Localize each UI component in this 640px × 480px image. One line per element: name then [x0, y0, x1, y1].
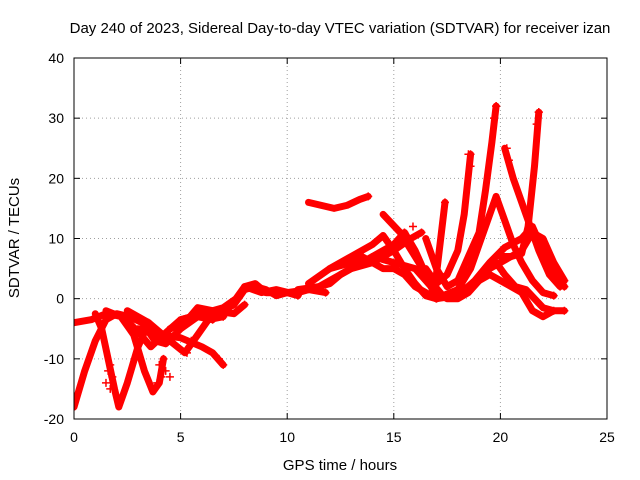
series-arc-18	[422, 102, 500, 291]
scatter-point	[106, 360, 115, 369]
scatter-point	[504, 156, 513, 165]
scatter-point	[104, 366, 113, 375]
chart-title: Day 240 of 2023, Sidereal Day-to-day VTE…	[70, 20, 611, 37]
scatter-point	[490, 114, 499, 123]
x-tick-label: 20	[493, 429, 509, 445]
x-tick-label: 10	[279, 429, 295, 445]
series-arc-21	[496, 108, 543, 260]
series-arc-14	[326, 232, 440, 303]
y-tick-label: 0	[56, 291, 64, 307]
y-tick-label: 10	[48, 231, 64, 247]
scatter-point	[464, 150, 473, 159]
scatter-point	[161, 366, 170, 375]
scatter-point	[502, 144, 511, 153]
series-end-marker	[364, 192, 373, 201]
x-tick-label: 5	[177, 429, 185, 445]
scatter-point	[155, 360, 164, 369]
series-end-marker	[549, 291, 558, 300]
y-tick-label: 40	[48, 50, 64, 66]
x-axis-title: GPS time / hours	[283, 457, 397, 474]
series-arc-24	[501, 144, 564, 291]
scatter-point	[106, 384, 115, 393]
series-end-marker	[560, 306, 569, 315]
y-axis-title: SDTVAR / TECUs	[6, 178, 23, 298]
scatter-point	[187, 336, 196, 345]
plot-area	[74, 102, 569, 411]
plot-frame	[73, 57, 608, 420]
series-end-marker	[219, 360, 228, 369]
series-end-marker	[240, 300, 249, 309]
scatter-point	[108, 372, 117, 381]
scatter-point	[400, 228, 409, 237]
series-arc-22	[428, 198, 449, 300]
series-arc-20	[432, 271, 568, 321]
y-tick-labels: -20 -10 0 10 20 30 40	[44, 50, 64, 427]
y-tick-label: -10	[44, 351, 64, 367]
x-tick-label: 25	[599, 429, 615, 445]
scatter-point	[165, 372, 174, 381]
y-tick-label: 30	[48, 110, 64, 126]
y-tick-label: -20	[44, 411, 64, 427]
series-arc-23	[492, 259, 558, 315]
x-tick-label: 0	[70, 429, 78, 445]
scatter-point	[153, 378, 162, 387]
y-tick-label: 20	[48, 170, 64, 186]
x-tick-label: 15	[386, 429, 402, 445]
x-tick-labels: 0 5 10 15 20 25	[70, 429, 615, 445]
scatter-point	[408, 222, 417, 231]
series-end-marker	[440, 198, 449, 207]
series-end-marker	[560, 276, 569, 285]
series-end-marker	[159, 354, 168, 363]
series-end-marker	[549, 306, 558, 315]
scatter-point	[532, 120, 541, 129]
scatter-point	[214, 354, 223, 363]
series-arc-15	[305, 192, 372, 212]
series-end-marker	[556, 282, 565, 291]
scatter-point	[101, 378, 110, 387]
scatter-point	[157, 372, 166, 381]
scatter-point	[492, 102, 501, 111]
series-end-marker	[417, 228, 426, 237]
scatter-point	[534, 108, 543, 117]
series-end-marker	[321, 288, 330, 297]
scatter-point	[182, 348, 191, 357]
scatter-point	[466, 162, 475, 171]
